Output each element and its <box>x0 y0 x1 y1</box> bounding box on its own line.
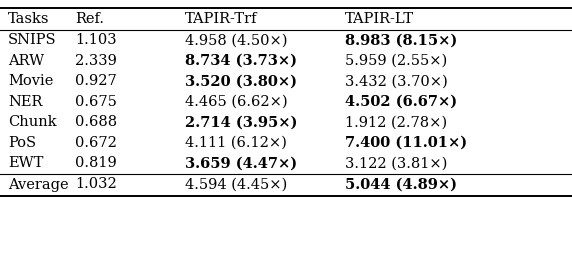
Text: 4.111 (6.12×): 4.111 (6.12×) <box>185 136 287 150</box>
Text: TAPIR-Trf: TAPIR-Trf <box>185 12 257 26</box>
Text: 0.688: 0.688 <box>75 115 117 129</box>
Text: NER: NER <box>8 95 42 109</box>
Text: Ref.: Ref. <box>75 12 104 26</box>
Text: 5.044 (4.89×): 5.044 (4.89×) <box>345 177 457 191</box>
Text: PoS: PoS <box>8 136 36 150</box>
Text: TAPIR-LT: TAPIR-LT <box>345 12 414 26</box>
Text: 1.912 (2.78×): 1.912 (2.78×) <box>345 115 447 129</box>
Text: 4.958 (4.50×): 4.958 (4.50×) <box>185 33 288 47</box>
Text: 4.465 (6.62×): 4.465 (6.62×) <box>185 95 288 109</box>
Text: 3.122 (3.81×): 3.122 (3.81×) <box>345 156 447 170</box>
Text: 8.734 (3.73×): 8.734 (3.73×) <box>185 54 297 68</box>
Text: 4.594 (4.45×): 4.594 (4.45×) <box>185 177 287 191</box>
Text: 2.339: 2.339 <box>75 54 117 68</box>
Text: 2.714 (3.95×): 2.714 (3.95×) <box>185 115 297 129</box>
Text: Tasks: Tasks <box>8 12 50 26</box>
Text: 1.032: 1.032 <box>75 177 117 191</box>
Text: 0.819: 0.819 <box>75 156 117 170</box>
Text: 7.400 (11.01×): 7.400 (11.01×) <box>345 136 467 150</box>
Text: 3.520 (3.80×): 3.520 (3.80×) <box>185 74 297 88</box>
Text: 0.927: 0.927 <box>75 74 117 88</box>
Text: 3.659 (4.47×): 3.659 (4.47×) <box>185 156 297 170</box>
Text: SNIPS: SNIPS <box>8 33 57 47</box>
Text: EWT: EWT <box>8 156 43 170</box>
Text: Average: Average <box>8 177 69 191</box>
Text: Movie: Movie <box>8 74 53 88</box>
Text: 5.959 (2.55×): 5.959 (2.55×) <box>345 54 447 68</box>
Text: 0.672: 0.672 <box>75 136 117 150</box>
Text: 4.502 (6.67×): 4.502 (6.67×) <box>345 95 457 109</box>
Text: ARW: ARW <box>8 54 44 68</box>
Text: 8.983 (8.15×): 8.983 (8.15×) <box>345 33 457 47</box>
Text: 0.675: 0.675 <box>75 95 117 109</box>
Text: 3.432 (3.70×): 3.432 (3.70×) <box>345 74 448 88</box>
Text: 1.103: 1.103 <box>75 33 117 47</box>
Text: Chunk: Chunk <box>8 115 57 129</box>
